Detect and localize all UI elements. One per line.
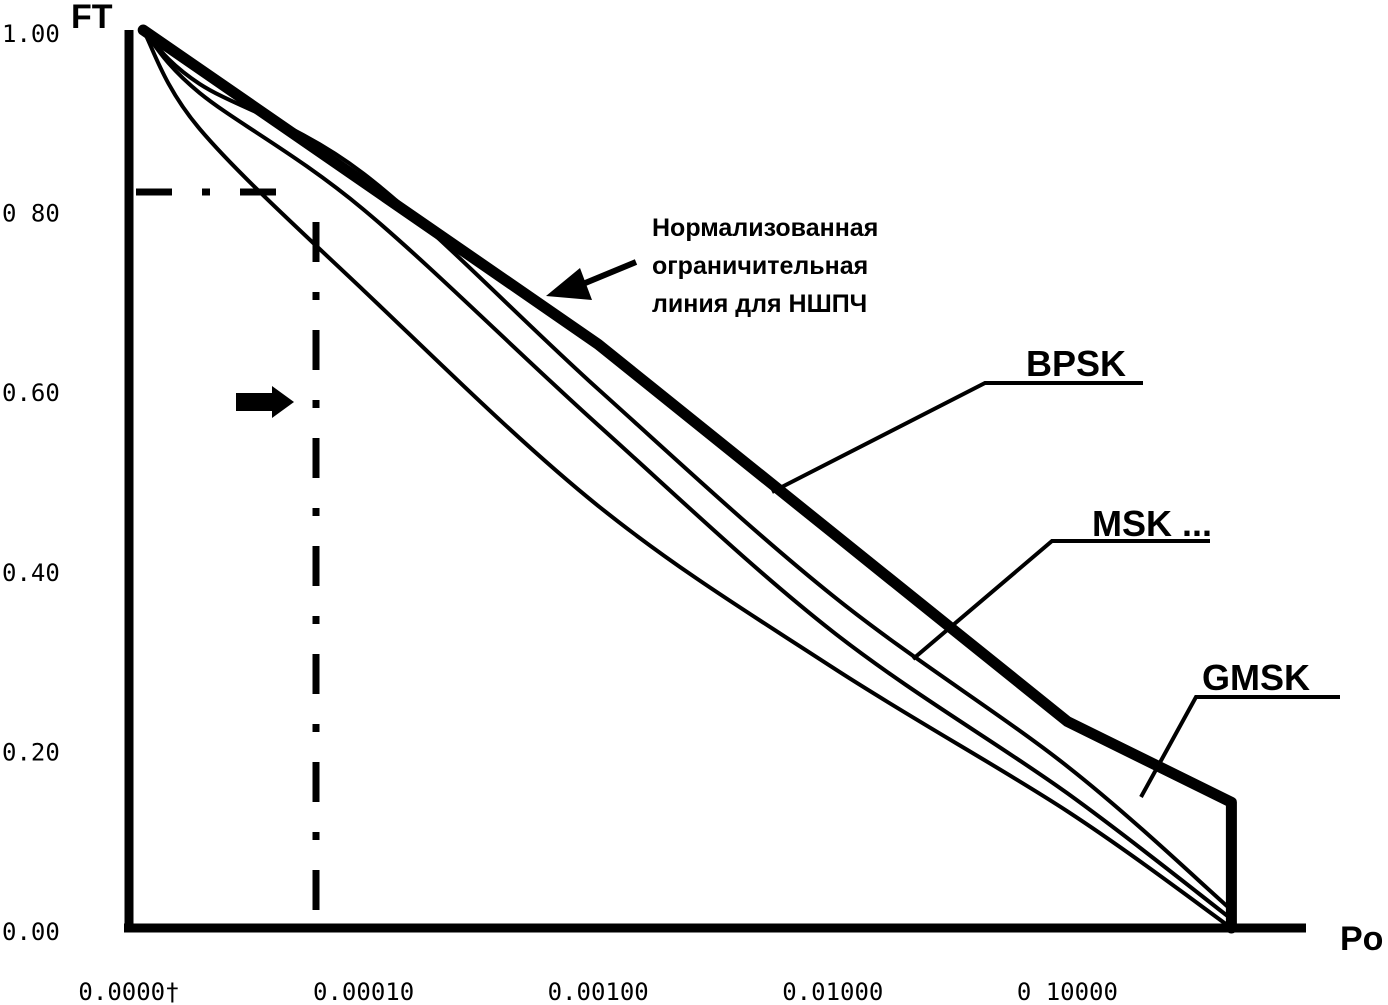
gmsk-label: GMSK [1202,657,1310,698]
y-tick-label: 0 80 [2,200,60,228]
axes [124,30,1306,933]
series-layer [137,24,1237,934]
y-tick-label: 1.00 [2,20,60,48]
y-tick-label: 0.40 [2,559,60,587]
series-line-bpsk [141,28,1234,912]
y-tick-label: 0.60 [2,379,60,407]
msk-annotation: MSK ... [911,503,1212,661]
msk-label: MSK ... [1092,503,1212,544]
series-line-msk [141,28,1234,921]
right-arrow-icon [236,386,294,418]
limit-line-text-1: Нормализованная [652,214,878,242]
bpsk-annotation: BPSK [771,343,1143,494]
y-tick-labels: 0.00 0.20 0.40 0.60 0 80 1.00 [2,20,60,946]
bpsk-leader [771,381,1143,494]
reference-lines [136,188,320,915]
series-line-gmsk [141,28,1234,930]
msk-leader [911,539,1210,661]
x-tick-labels: 0.0000† 0.00010 0.00100 0.01000 0 10000 [78,978,1118,1005]
gmsk-leader [1139,695,1340,798]
limit-line-text-3: линия для НШПЧ [652,290,867,318]
limit-line-annotation: Нормализованная ограничительная линия дл… [546,214,878,318]
x-tick-label: 0.0000† [78,978,179,1005]
y-tick-label: 0.00 [2,918,60,946]
y-axis-title: FT [71,0,113,36]
x-tick-label: 0.00100 [548,978,649,1005]
bpsk-label: BPSK [1026,343,1126,384]
gmsk-annotation: GMSK [1139,657,1340,798]
x-tick-label: 0.01000 [782,978,883,1005]
x-axis-title: Po [1340,920,1383,958]
limit-line-leader [576,259,638,289]
x-tick-label: 0 10000 [1017,978,1118,1005]
limit-line-text-2: ограничительная [652,252,868,280]
x-tick-label: 0.00010 [313,978,414,1005]
left-arrow-icon [546,268,592,300]
y-tick-label: 0.20 [2,738,60,766]
